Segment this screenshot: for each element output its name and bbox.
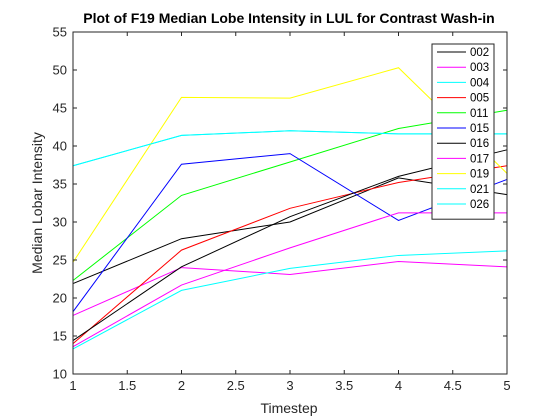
chart-title: Plot of F19 Median Lobe Intensity in LUL…	[83, 10, 494, 26]
legend-label-003: 003	[470, 62, 489, 74]
x-tick-label: 3.5	[335, 378, 353, 393]
y-tick-label: 50	[53, 63, 67, 78]
series-line-003	[72, 261, 508, 316]
legend-label-019: 019	[470, 169, 489, 181]
legend-label-026: 026	[470, 199, 489, 211]
legend-label-016: 016	[470, 138, 489, 150]
x-tick-label: 1.5	[118, 378, 136, 393]
legend-label-021: 021	[470, 184, 489, 196]
x-axis-label: Timestep	[260, 400, 317, 416]
y-tick-label: 20	[53, 291, 67, 306]
x-tick-label: 5	[503, 378, 510, 393]
y-tick-label: 30	[53, 215, 67, 230]
legend-label-004: 004	[470, 77, 490, 89]
y-axis-label: Median Lobar Intensity	[29, 132, 45, 274]
legend-label-017: 017	[470, 153, 489, 165]
series-line-004	[72, 250, 508, 350]
y-axis-ticks: 10 15 20 25 30 35 40 45 50 55	[53, 25, 507, 382]
y-tick-label: 25	[53, 253, 67, 268]
y-tick-label: 10	[53, 367, 67, 382]
y-tick-label: 35	[53, 177, 67, 192]
x-axis-ticks: 1 1.5 2 2.5 3 3.5 4 4.5 5	[69, 32, 511, 393]
legend: 002 003 004 005 011 015 016 017 019 021 026	[431, 43, 495, 220]
legend-label-015: 015	[470, 123, 489, 135]
x-tick-label: 2.5	[227, 378, 245, 393]
y-tick-label: 40	[53, 139, 67, 154]
x-tick-label: 1	[69, 378, 76, 393]
legend-box	[431, 43, 495, 220]
y-tick-label: 45	[53, 101, 67, 116]
y-tick-label: 55	[53, 25, 67, 40]
legend-label-002: 002	[470, 47, 489, 59]
x-tick-label: 2	[178, 378, 185, 393]
legend-label-011: 011	[470, 108, 488, 120]
x-tick-label: 3	[286, 378, 293, 393]
x-tick-label: 4.5	[444, 378, 462, 393]
x-tick-label: 4	[395, 378, 402, 393]
legend-label-005: 005	[470, 93, 489, 105]
y-tick-label: 15	[53, 329, 67, 344]
